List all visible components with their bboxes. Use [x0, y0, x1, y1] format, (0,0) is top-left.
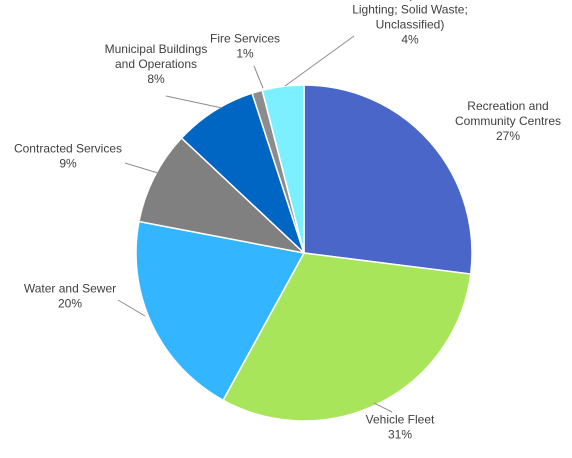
slice-value-label: 31%	[388, 428, 412, 442]
leader-line-4	[165, 95, 223, 109]
slice-name-label: Fire Services	[210, 32, 280, 46]
slice-name-label: Community Centres	[455, 114, 561, 128]
pie-slice-6	[261, 84, 305, 254]
slice-name-label: and Operations	[115, 57, 197, 71]
leader-lines	[117, 35, 393, 413]
slice-value-label: 8%	[147, 72, 165, 86]
slice-name-label: Other (Parks;	[374, 0, 445, 2]
pie-slices	[135, 84, 473, 422]
slice-labels: Recreation and Community Centres 27% Vehicl…	[14, 0, 561, 442]
slice-name-label: Water and Sewer	[24, 282, 116, 296]
leader-line-1	[373, 402, 393, 413]
slice-value-label: 9%	[59, 157, 77, 171]
slice-name-label: Municipal Buildings	[105, 42, 208, 56]
pie-slice-1	[222, 252, 472, 422]
slice-label-3: Contracted Services 9%	[14, 142, 122, 171]
pie-slice-0	[303, 84, 473, 275]
slice-label-6: Other (Parks;Lighting; Solid Waste;Uncla…	[352, 0, 468, 47]
pie-slice-3	[138, 136, 307, 255]
slice-label-4: Municipal Buildings and Operations 8%	[105, 42, 208, 86]
slice-name-label: Recreation and	[467, 99, 548, 113]
slice-value-label: 1%	[236, 47, 254, 61]
slice-label-5: Fire Services 1%	[210, 32, 280, 61]
slice-value-label: 4%	[401, 33, 419, 47]
slice-value-label: 20%	[58, 297, 82, 311]
leader-line-5	[253, 65, 264, 89]
leader-line-3	[124, 162, 159, 174]
slice-name-label: Lighting; Solid Waste;	[352, 3, 468, 17]
leader-line-2	[117, 299, 146, 317]
slice-name-label: Unclassified)	[376, 18, 445, 32]
slice-label-2: Water and Sewer 20%	[24, 282, 116, 311]
slice-name-label: Contracted Services	[14, 142, 122, 156]
slice-label-0: Recreation and Community Centres 27%	[455, 99, 561, 143]
slice-value-label: 27%	[496, 129, 520, 143]
slice-label-1: Vehicle Fleet 31%	[366, 413, 435, 442]
slice-name-label: Vehicle Fleet	[366, 413, 435, 427]
leader-line-6	[284, 35, 355, 87]
pie-slice-2	[135, 220, 306, 402]
